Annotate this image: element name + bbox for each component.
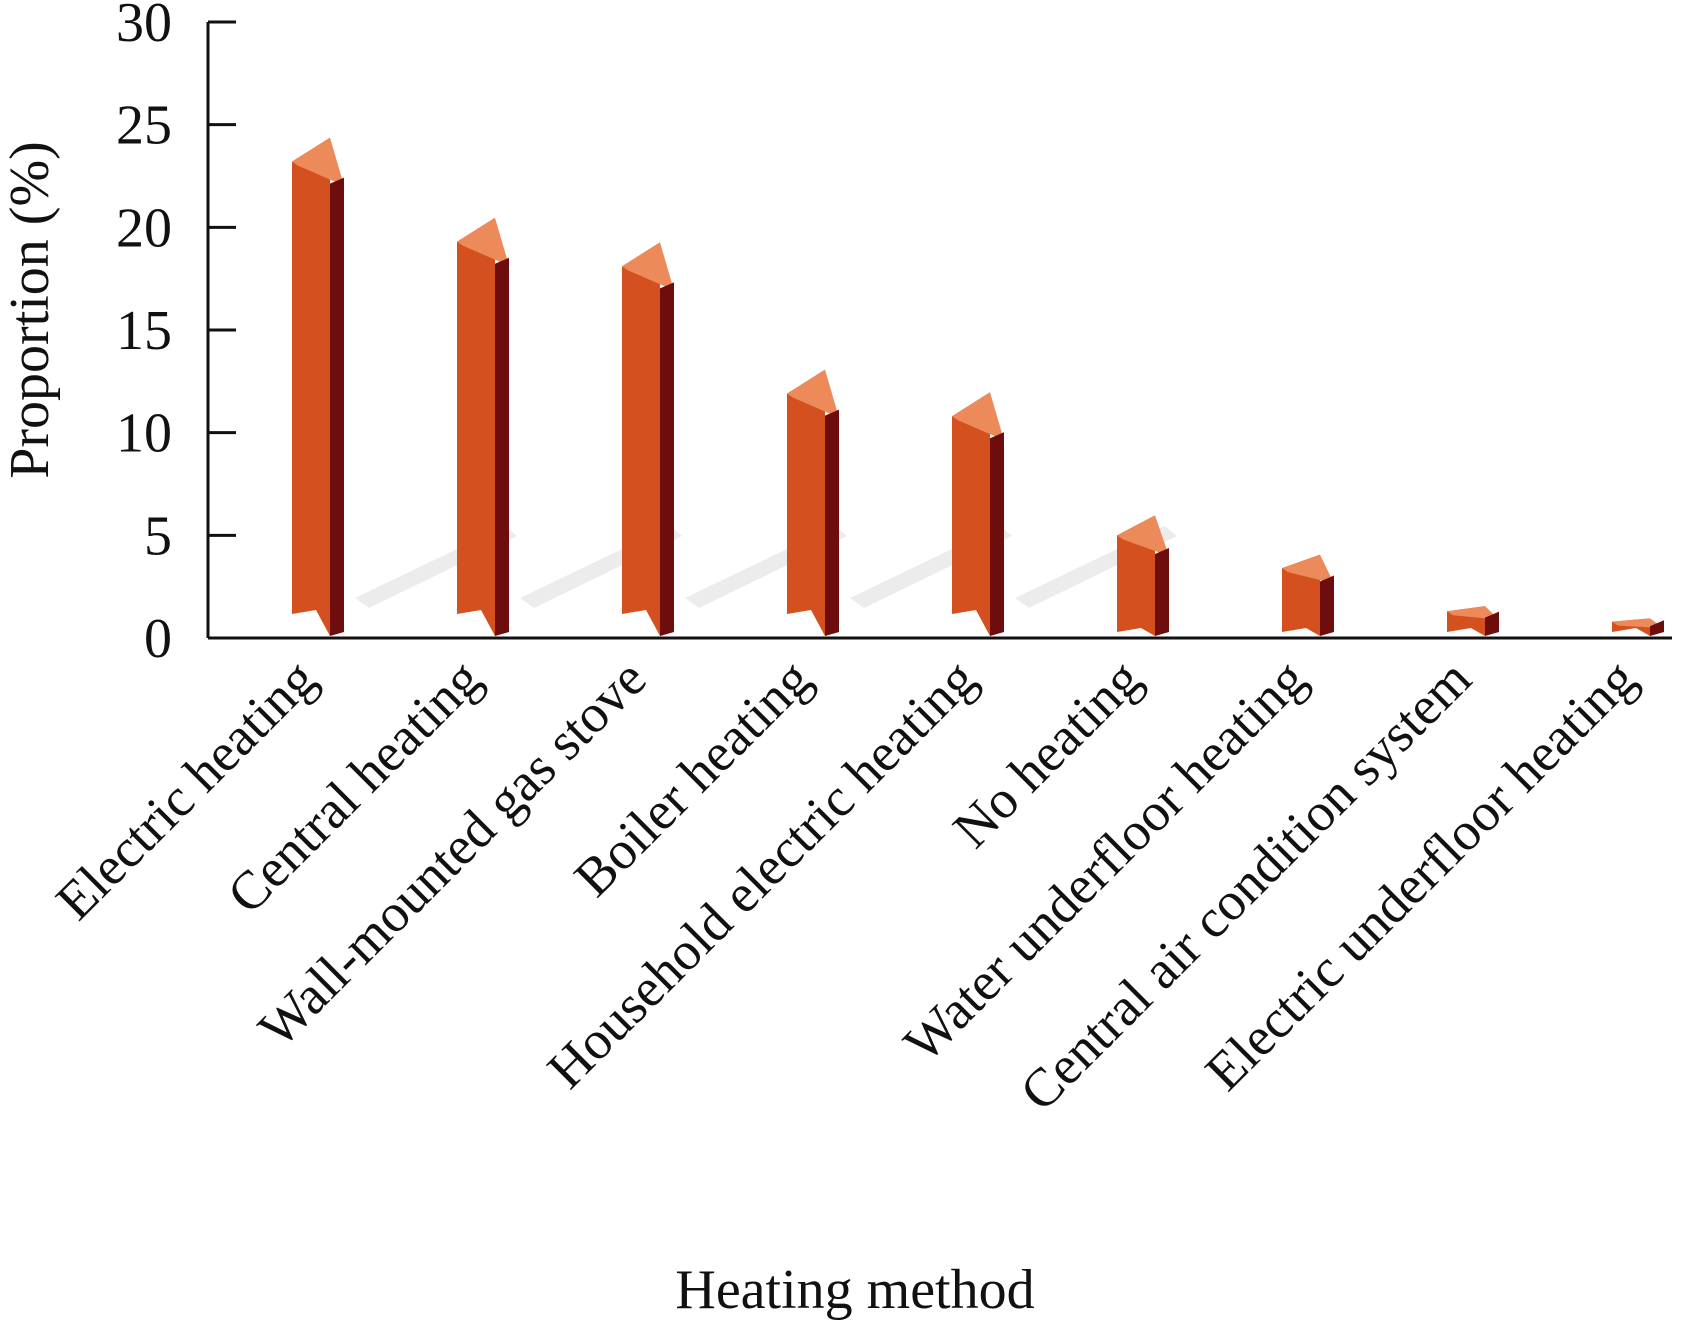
bar-top-face: [1612, 618, 1664, 629]
y-tick-label: 10: [116, 403, 172, 465]
bar-front-face: [622, 242, 660, 636]
bar-front-face: [952, 392, 990, 636]
bar: [622, 242, 674, 636]
bar-top-face: [1282, 554, 1334, 584]
y-ticks: 0 5 10 15 20 25 30: [116, 0, 236, 670]
bar-top-face: [292, 137, 344, 186]
y-tick-label: 15: [116, 300, 172, 362]
bar-side-face: [1320, 575, 1334, 636]
bar-top-face: [1447, 606, 1499, 620]
y-tick-label: 25: [116, 95, 172, 157]
bar-side-face: [1155, 548, 1169, 636]
bar-front-face: [292, 137, 330, 637]
bar-side-face: [825, 409, 839, 636]
bar: [292, 137, 344, 637]
bar: [457, 217, 509, 636]
bar-side-face: [330, 177, 344, 637]
bar-front-face: [457, 217, 495, 636]
bar-top-face: [1117, 515, 1169, 556]
bar: [952, 392, 1004, 636]
axes-layer: [206, 22, 1672, 640]
bar-side-face: [990, 432, 1004, 636]
bar-top-face: [622, 242, 674, 291]
bar-top-face: [457, 217, 509, 266]
bar-top-face: [952, 392, 1004, 441]
bar-side-face: [660, 282, 674, 636]
bar-side-face: [1485, 611, 1499, 636]
bar: [787, 369, 839, 636]
bar: [1282, 554, 1334, 636]
y-tick-label: 5: [144, 505, 172, 567]
bar: [1612, 618, 1664, 636]
y-tick-label: 20: [116, 197, 172, 259]
y-tick-label: 0: [144, 608, 172, 670]
y-axis-title: Proportion (%): [0, 141, 61, 479]
bar-side-face: [495, 257, 509, 636]
bars-layer: [292, 137, 1664, 637]
bar: [1117, 515, 1169, 636]
bar-front-face: [787, 369, 825, 636]
bar-side-face: [1650, 620, 1664, 636]
bar: [1447, 606, 1499, 636]
x-axis-title: Heating method: [675, 1259, 1034, 1321]
bar-top-face: [787, 369, 839, 418]
y-tick-label: 30: [116, 0, 172, 54]
